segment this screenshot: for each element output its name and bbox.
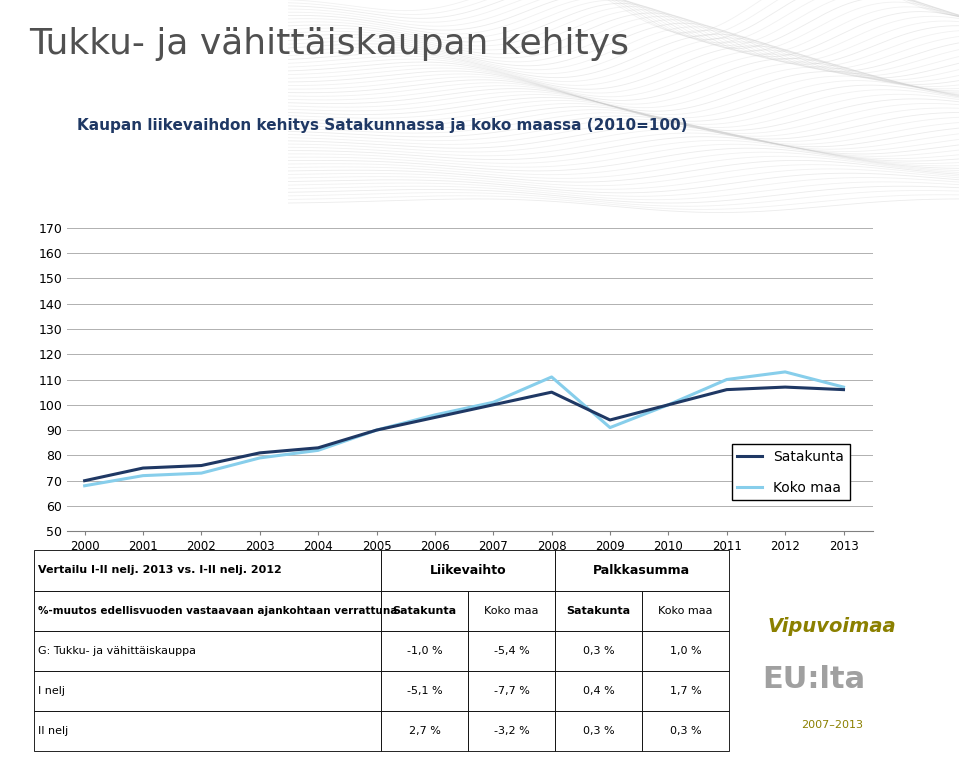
Satakunta — [780, 383, 791, 392]
Text: Satakunta: Satakunta — [567, 606, 630, 616]
Text: Vertailu I-II nelj. 2013 vs. I-II nelj. 2012: Vertailu I-II nelj. 2013 vs. I-II nelj. … — [38, 565, 282, 575]
Text: 0,3 %: 0,3 % — [583, 726, 615, 736]
Satakunta — [721, 385, 733, 394]
Koko maa — [429, 411, 440, 420]
Text: 0,3 %: 0,3 % — [583, 646, 615, 656]
Text: -3,2 %: -3,2 % — [494, 726, 529, 736]
Text: -1,0 %: -1,0 % — [407, 646, 442, 656]
Text: Vipuvoimaa: Vipuvoimaa — [767, 616, 896, 636]
Koko maa — [663, 400, 674, 409]
Text: 0,4 %: 0,4 % — [583, 686, 615, 696]
Satakunta — [196, 461, 207, 470]
Satakunta — [429, 413, 440, 422]
Text: Tukku- ja vähittäiskaupan kehitys: Tukku- ja vähittäiskaupan kehitys — [29, 27, 629, 61]
Satakunta — [313, 443, 324, 452]
Koko maa — [546, 373, 557, 382]
Satakunta — [254, 449, 266, 458]
Koko maa — [254, 453, 266, 462]
Text: Palkkasumma: Palkkasumma — [594, 564, 690, 577]
Koko maa — [196, 468, 207, 477]
Line: Koko maa: Koko maa — [84, 372, 844, 486]
Text: -7,7 %: -7,7 % — [494, 686, 529, 696]
Text: Liikevaihto: Liikevaihto — [430, 564, 506, 577]
Satakunta — [371, 426, 383, 435]
Text: II nelj: II nelj — [38, 726, 69, 736]
Text: Koko maa: Koko maa — [484, 606, 539, 616]
Text: -5,1 %: -5,1 % — [407, 686, 442, 696]
Text: 1,7 %: 1,7 % — [669, 686, 701, 696]
Koko maa — [721, 375, 733, 384]
Line: Satakunta: Satakunta — [84, 387, 844, 480]
Satakunta — [487, 400, 499, 409]
Text: 0,3 %: 0,3 % — [669, 726, 701, 736]
Text: EU:lta: EU:lta — [762, 665, 866, 694]
Satakunta — [604, 415, 616, 424]
Text: Koko maa: Koko maa — [658, 606, 713, 616]
Koko maa — [487, 398, 499, 407]
Satakunta — [838, 385, 850, 394]
Text: %-muutos edellisvuoden vastaavaan ajankohtaan verrattuna: %-muutos edellisvuoden vastaavaan ajanko… — [38, 606, 398, 616]
Text: G: Tukku- ja vähittäiskauppa: G: Tukku- ja vähittäiskauppa — [38, 646, 197, 656]
Satakunta — [663, 400, 674, 409]
Text: Kaupan liikevaihdon kehitys Satakunnassa ja koko maassa (2010=100): Kaupan liikevaihdon kehitys Satakunnassa… — [77, 118, 688, 133]
Koko maa — [838, 383, 850, 392]
Koko maa — [313, 446, 324, 455]
Text: -5,4 %: -5,4 % — [494, 646, 529, 656]
Text: 2007–2013: 2007–2013 — [801, 720, 863, 730]
Text: 2,7 %: 2,7 % — [409, 726, 440, 736]
Text: 1,0 %: 1,0 % — [669, 646, 701, 656]
Satakunta — [546, 388, 557, 397]
Koko maa — [604, 423, 616, 432]
Text: I nelj: I nelj — [38, 686, 65, 696]
Legend: Satakunta, Koko maa: Satakunta, Koko maa — [732, 444, 850, 500]
Satakunta — [137, 464, 149, 473]
Koko maa — [79, 481, 90, 490]
Koko maa — [780, 367, 791, 376]
Satakunta — [79, 476, 90, 485]
Koko maa — [371, 426, 383, 435]
Koko maa — [137, 471, 149, 480]
Text: Satakunta: Satakunta — [392, 606, 456, 616]
